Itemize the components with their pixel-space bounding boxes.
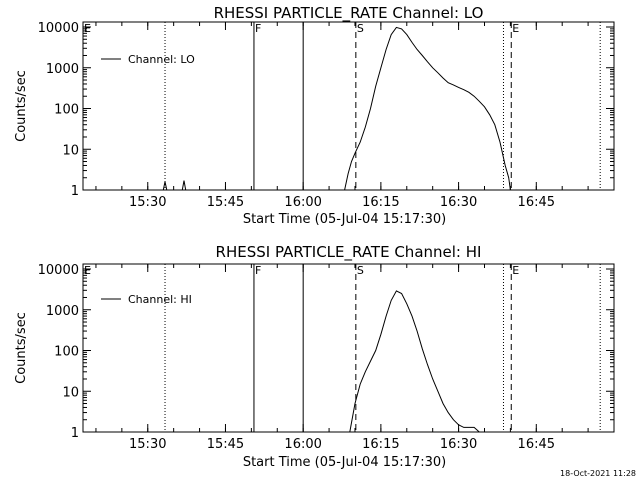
x-tick-label: 16:15 — [362, 437, 399, 452]
event-marker-label: E — [84, 22, 91, 35]
y-tick-label: 10 — [62, 143, 79, 158]
x-tick-label: 16:15 — [362, 195, 399, 210]
event-marker-label: E — [512, 22, 519, 35]
x-tick-label: 16:45 — [518, 437, 555, 452]
event-marker-label: F — [255, 264, 261, 277]
legend-entry: Channel: HI — [128, 293, 192, 306]
event-marker-label: S — [357, 264, 364, 277]
y-tick-label: 100 — [54, 345, 79, 360]
x-tick-label: 16:30 — [440, 437, 477, 452]
event-marker-label: F — [255, 22, 261, 35]
x-tick-label: 16:45 — [518, 195, 555, 210]
y-tick-label: 1000 — [46, 304, 79, 319]
y-tick-label: 10000 — [38, 263, 79, 278]
x-tick-label: 15:45 — [207, 195, 244, 210]
legend-entry: Channel: LO — [128, 53, 195, 66]
plot-frame — [82, 21, 615, 191]
y-tick-label: 10000 — [38, 21, 79, 36]
series-line-channel-lo — [344, 26, 511, 191]
footer-timestamp: 18-Oct-2021 11:28 — [560, 469, 636, 478]
legend: Channel: LO — [101, 53, 195, 66]
y-tick-label: 10 — [62, 385, 79, 400]
x-tick-label: 15:45 — [207, 437, 244, 452]
x-tick-label: 15:30 — [129, 437, 166, 452]
x-axis-label: Start Time (05-Jul-04 15:17:30) — [243, 212, 446, 227]
y-tick-label: 1000 — [46, 62, 79, 77]
x-axis-label: Start Time (05-Jul-04 15:17:30) — [243, 455, 446, 470]
y-tick-label: 1 — [71, 184, 79, 199]
series-line-channel-hi — [349, 290, 480, 433]
chart-panel-lo: RHESSI PARTICLE_RATE Channel: LO Counts/s… — [14, 4, 615, 227]
y-tick-label: 100 — [54, 103, 79, 118]
event-marker-label: E — [84, 264, 91, 277]
series-line-channel-lo — [181, 180, 187, 191]
x-tick-label: 15:30 — [129, 195, 166, 210]
chart-title: RHESSI PARTICLE_RATE Channel: HI — [216, 243, 482, 262]
y-tick-label: 1 — [71, 426, 79, 441]
plot-frame — [82, 263, 615, 433]
event-marker-label: S — [357, 22, 364, 35]
chart-panel-hi: RHESSI PARTICLE_RATE Channel: HI Counts/s… — [14, 243, 615, 470]
x-tick-label: 16:00 — [284, 437, 321, 452]
chart-title: RHESSI PARTICLE_RATE Channel: LO — [214, 4, 484, 23]
legend: Channel: HI — [101, 293, 192, 306]
event-marker-label: E — [512, 264, 519, 277]
x-tick-label: 16:00 — [284, 195, 321, 210]
y-axis-label: Counts/sec — [14, 70, 29, 142]
y-axis-label: Counts/sec — [14, 312, 29, 384]
x-tick-label: 16:30 — [440, 195, 477, 210]
series-line-channel-lo — [162, 181, 168, 191]
